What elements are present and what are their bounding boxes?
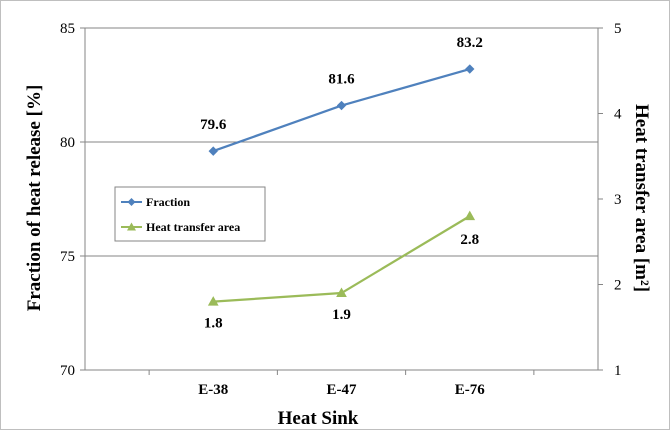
data-label: 79.6 bbox=[200, 117, 227, 133]
x-axis-title: Heat Sink bbox=[278, 408, 359, 429]
y-axis-title: Fraction of heat release [%] bbox=[24, 85, 45, 312]
data-point bbox=[208, 146, 218, 156]
y2-tick-label: 4 bbox=[614, 107, 622, 123]
y2-tick-label: 1 bbox=[614, 363, 622, 379]
series bbox=[207, 64, 476, 306]
data-labels: 79.6 81.6 83.2 1.8 1.9 2.8 bbox=[200, 35, 483, 332]
gridlines bbox=[85, 141, 598, 257]
data-label: 83.2 bbox=[457, 35, 483, 51]
y-tick-label: 70 bbox=[60, 363, 75, 379]
data-label: 1.9 bbox=[332, 307, 351, 323]
data-label: 2.8 bbox=[460, 232, 479, 248]
y2-tick-label: 3 bbox=[614, 192, 622, 208]
data-point bbox=[336, 287, 347, 298]
legend-label-area: Heat transfer area bbox=[146, 220, 240, 234]
data-point bbox=[464, 210, 476, 221]
legend-marker-area bbox=[127, 222, 136, 231]
data-point bbox=[465, 64, 475, 74]
y2-axis-title: Heat transfer area [m²] bbox=[631, 104, 652, 292]
x-tick-label: E-47 bbox=[327, 382, 358, 398]
legend-label-fraction: Fraction bbox=[146, 195, 190, 209]
y2-tick-label: 2 bbox=[614, 278, 622, 294]
data-label: 1.8 bbox=[204, 316, 223, 332]
right-axis-ticks: 1 2 3 4 5 bbox=[598, 21, 622, 379]
x-tick-label: E-38 bbox=[198, 382, 228, 398]
legend: Fraction Heat transfer area bbox=[114, 186, 266, 242]
data-point bbox=[336, 100, 347, 111]
y-tick-label: 85 bbox=[60, 21, 75, 37]
legend-marker-fraction bbox=[127, 198, 136, 206]
left-axis-ticks: 70 75 80 85 bbox=[60, 21, 85, 379]
data-label: 81.6 bbox=[328, 72, 355, 88]
legend-box bbox=[114, 186, 266, 242]
x-tick-label: E-76 bbox=[455, 382, 486, 398]
y-tick-label: 75 bbox=[60, 249, 75, 265]
y-tick-label: 80 bbox=[60, 135, 75, 151]
x-axis-ticks: E-38 E-47 E-76 bbox=[148, 370, 535, 398]
data-point bbox=[207, 296, 219, 306]
y2-tick-label: 5 bbox=[614, 21, 622, 37]
